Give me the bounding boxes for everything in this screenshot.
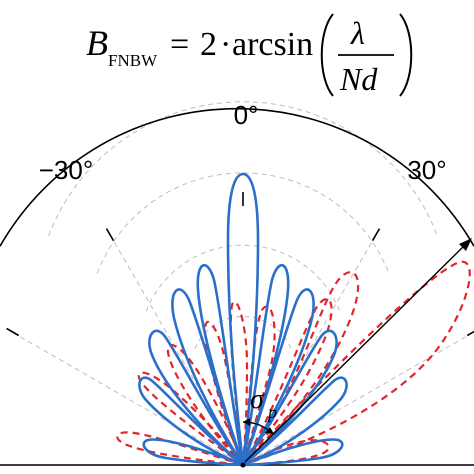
formula-right-paren: [399, 13, 413, 97]
sigma-subscript: p: [266, 402, 277, 422]
dashed-lobe-mid-right: [242, 298, 333, 466]
formula-coefficient: 2: [200, 26, 217, 63]
solid-pattern: [138, 172, 348, 467]
dashed-lobe-upper-right: [242, 271, 360, 466]
solid-lobe-left-5: [142, 438, 244, 467]
formula-dot: ·: [220, 26, 231, 63]
polar-plot: −30° 0° 30°: [0, 100, 474, 468]
angle-label-minus-30: −30°: [39, 155, 94, 185]
grid-ring-4: [48, 101, 438, 236]
dashed-lobe-center-2: [229, 300, 249, 466]
solid-lobe-right-5: [242, 438, 344, 467]
solid-lobe-left-4: [138, 376, 244, 467]
grid-ring-3: [96, 172, 390, 274]
grid-spoke-minus-60: [16, 334, 244, 466]
grid-spoke-30: [242, 238, 374, 466]
formula-symbol: B: [86, 23, 108, 63]
polar-grid-rings: [48, 101, 438, 349]
formula-denominator: Nd: [339, 61, 378, 97]
angle-label-30: 30°: [407, 155, 446, 185]
solid-lobe-left-2: [171, 288, 245, 466]
beam-arrow-head: [459, 238, 472, 251]
dashed-lobe-left-2: [166, 344, 245, 466]
sigma-annotation: σ p: [242, 384, 277, 434]
solid-lobe-left-3: [148, 329, 245, 466]
beam-arrow-shaft: [244, 243, 467, 463]
tick-minus-30: [105, 228, 115, 242]
polar-outer-arc: [0, 107, 474, 247]
solid-lobe-left-1: [196, 263, 245, 466]
grid-ring-2: [145, 244, 341, 312]
solid-lobe-right-1: [241, 263, 290, 466]
sigma-symbol: σ: [250, 384, 265, 415]
tick-30: [371, 228, 381, 242]
solid-main-lobe: [226, 172, 260, 466]
sigma-arc-arrowhead-left: [243, 418, 250, 426]
solid-lobe-right-3: [241, 329, 338, 466]
tick-minus-60: [6, 327, 20, 337]
polar-grid-spokes: [16, 238, 470, 466]
grid-spoke-minus-30: [112, 238, 244, 466]
polar-angle-labels: −30° 0° 30°: [39, 100, 447, 185]
formula-left-paren: [320, 13, 334, 97]
formula-numerator: λ: [350, 15, 365, 51]
tick-60: [466, 330, 474, 337]
dashed-lobe-right-low: [242, 439, 330, 467]
dashed-lobe-left-4: [116, 431, 244, 467]
dashed-lobe-center-1: [241, 305, 276, 466]
beam-arrow: [244, 238, 472, 463]
solid-lobe-right-2: [241, 288, 315, 466]
angle-label-0: 0°: [234, 100, 259, 130]
solid-lobe-right-4: [242, 376, 348, 467]
formula-function: arcsin: [232, 26, 313, 63]
sigma-arc-arrowhead-right: [265, 427, 274, 434]
polar-ticks: [6, 192, 474, 337]
formula-equals: =: [170, 26, 189, 63]
polar-origin: [240, 462, 246, 468]
dashed-main-lobe: [242, 260, 471, 467]
formula-subscript: FNBW: [108, 51, 158, 70]
dashed-lobe-left-3: [137, 371, 244, 466]
fnbw-formula: B FNBW = 2 · arcsin λ Nd: [86, 13, 413, 97]
